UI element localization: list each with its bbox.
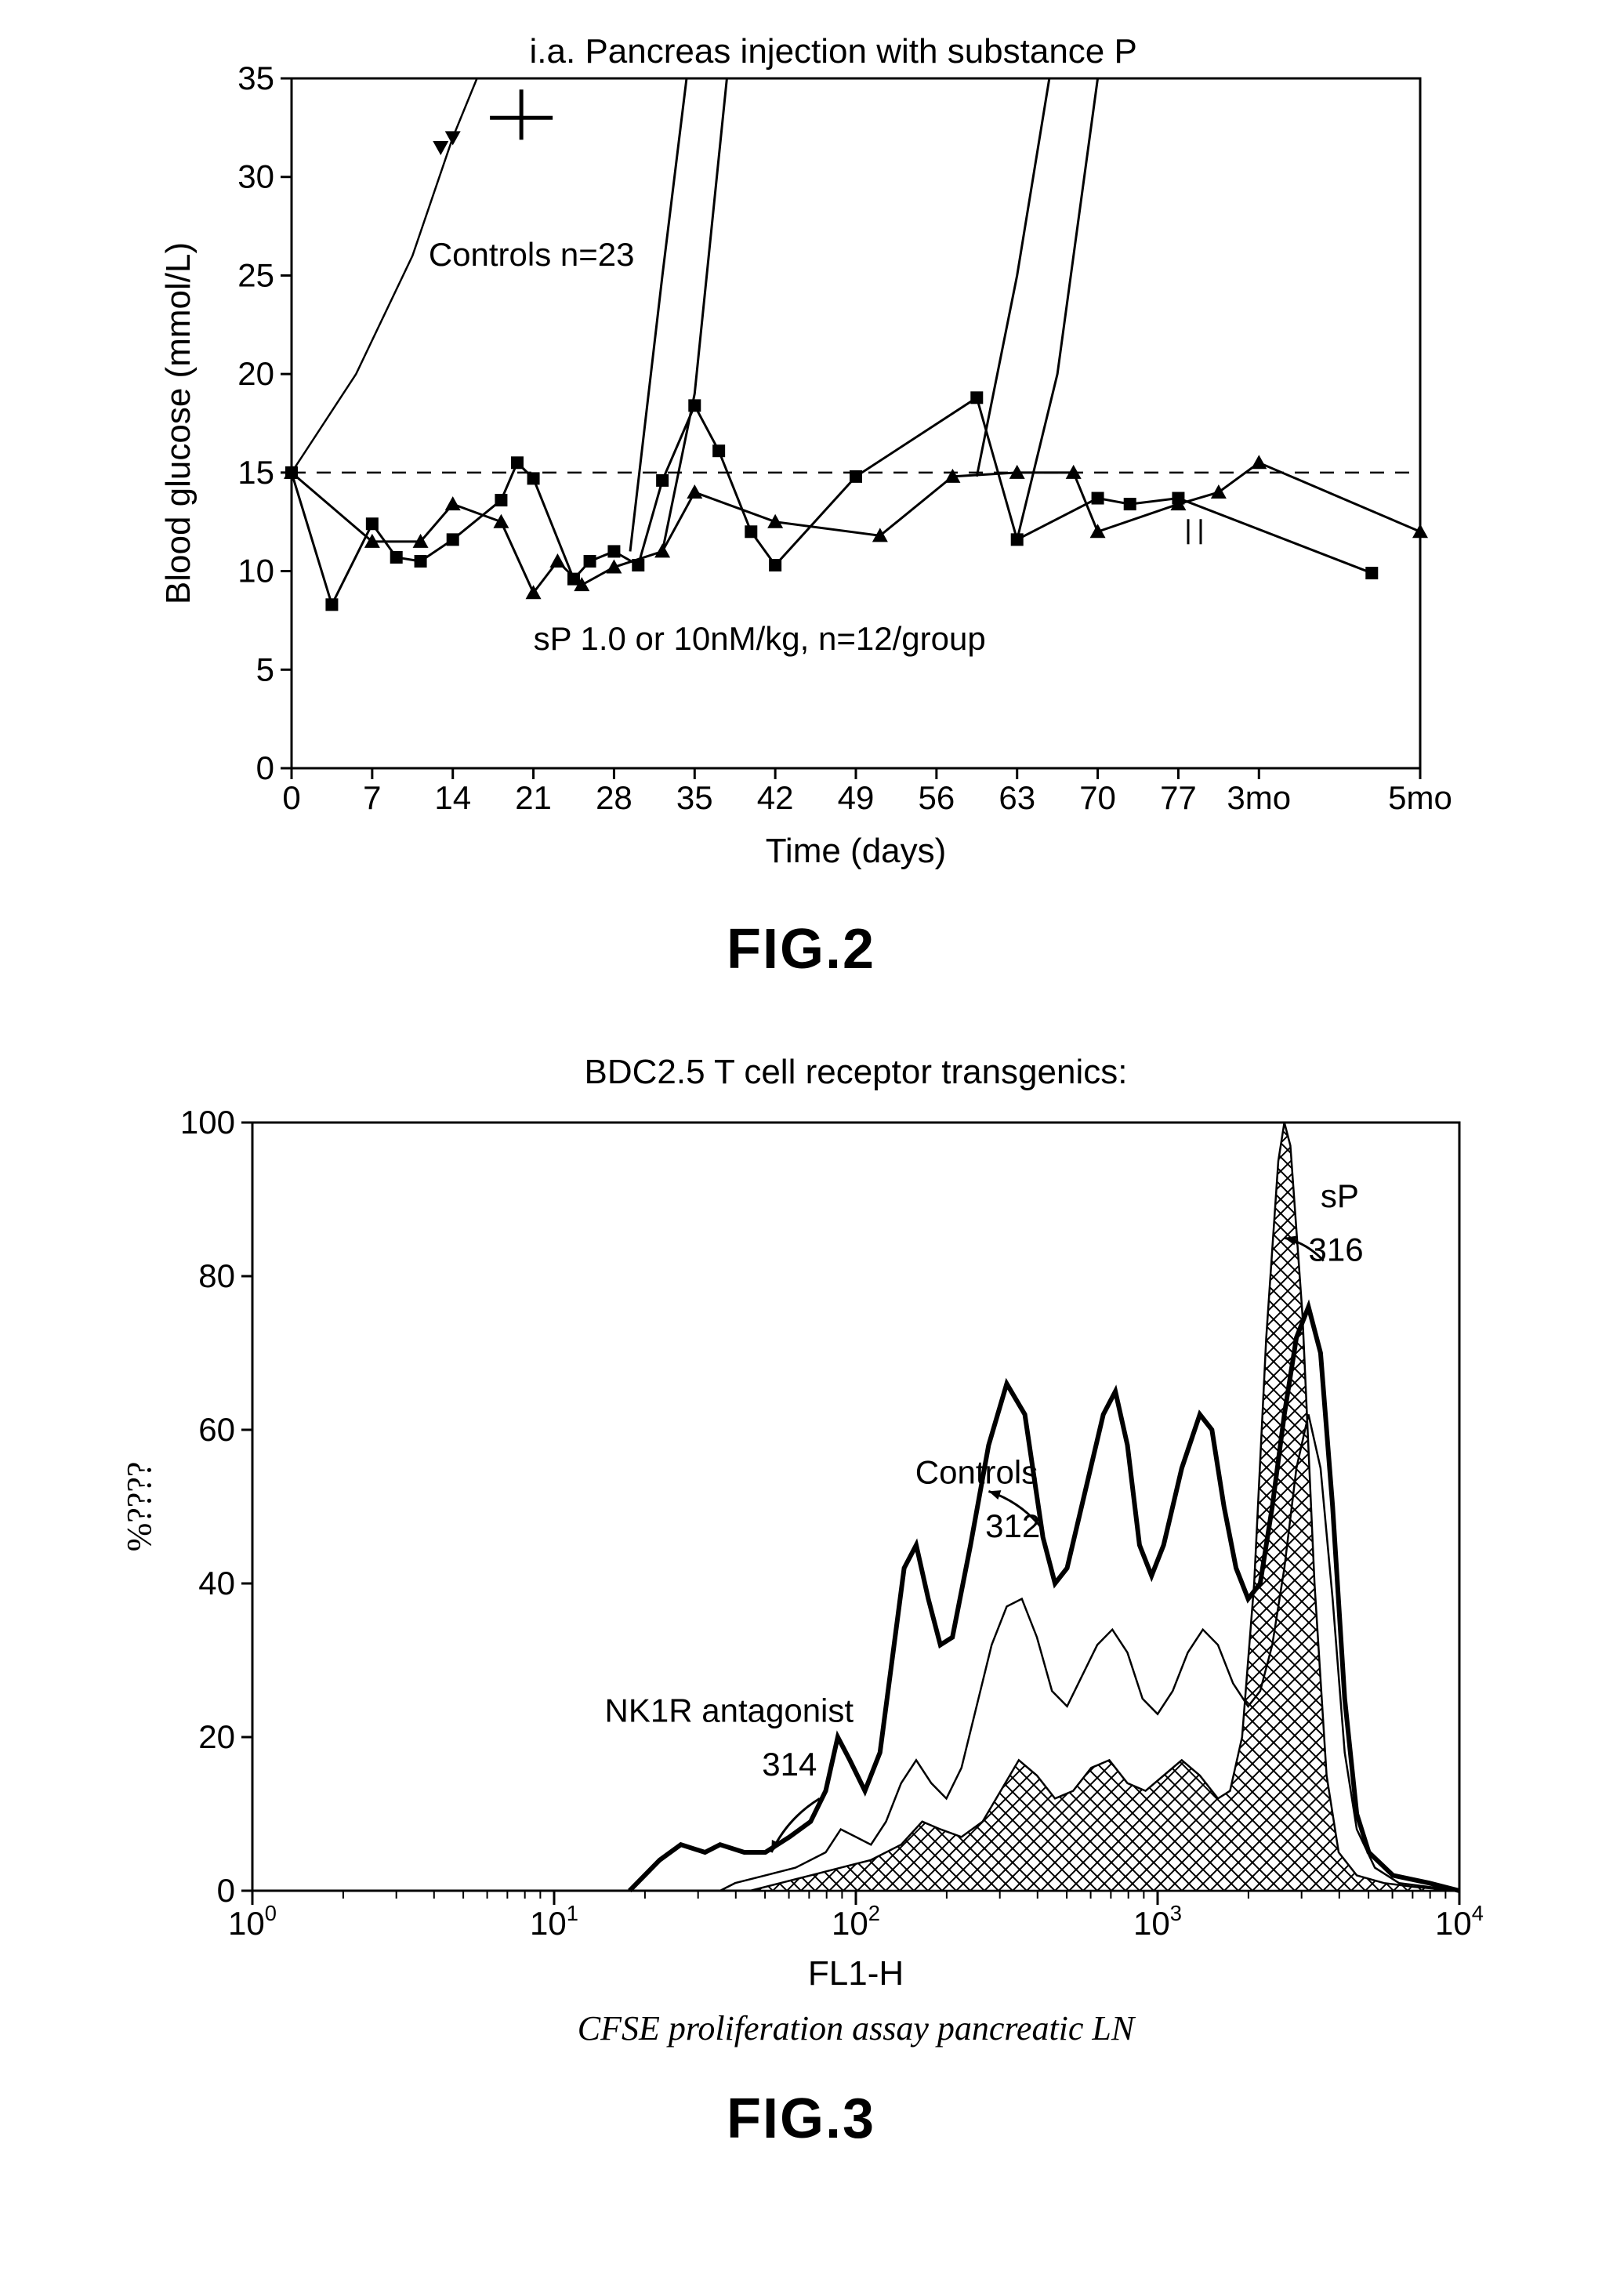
svg-text:80: 80 <box>198 1257 235 1294</box>
svg-text:Time (days): Time (days) <box>766 832 947 870</box>
svg-text:104: 104 <box>1435 1901 1484 1942</box>
svg-text:101: 101 <box>530 1901 578 1942</box>
svg-text:56: 56 <box>918 779 955 816</box>
svg-text:Blood glucose (mmol/L): Blood glucose (mmol/L) <box>159 242 198 604</box>
svg-text:sP: sP <box>1321 1177 1359 1214</box>
svg-text:35: 35 <box>237 60 274 96</box>
svg-text:35: 35 <box>676 779 713 816</box>
svg-text:30: 30 <box>237 158 274 195</box>
svg-text:Controls n=23: Controls n=23 <box>429 236 635 273</box>
svg-text:NK1R antagonist: NK1R antagonist <box>605 1692 854 1728</box>
svg-text:15: 15 <box>237 454 274 491</box>
svg-text:0: 0 <box>256 749 274 786</box>
figure-2: i.a. Pancreas injection with substance P… <box>31 31 1571 981</box>
svg-text:100: 100 <box>228 1901 277 1942</box>
svg-text:5mo: 5mo <box>1388 779 1452 816</box>
svg-text:i.a. Pancreas injection with s: i.a. Pancreas injection with substance P <box>530 32 1137 71</box>
svg-text:20: 20 <box>198 1718 235 1755</box>
svg-text:63: 63 <box>999 779 1035 816</box>
page: i.a. Pancreas injection with substance P… <box>31 31 1571 2151</box>
svg-text:14: 14 <box>434 779 471 816</box>
fig3-label: FIG.3 <box>31 2087 1571 2151</box>
fig3-chart: BDC2.5 T cell receptor transgenics: 0 20 40… <box>96 1044 1506 2063</box>
svg-text:40: 40 <box>198 1565 235 1601</box>
svg-text:49: 49 <box>838 779 875 816</box>
svg-text:60: 60 <box>198 1411 235 1448</box>
svg-text:314: 314 <box>762 1746 817 1783</box>
svg-text:103: 103 <box>1133 1901 1182 1942</box>
svg-text:CFSE proliferation assay pancr: CFSE proliferation assay pancreatic LN <box>578 2009 1136 2048</box>
fig2-chart: i.a. Pancreas injection with substance P… <box>135 31 1467 894</box>
svg-text:7: 7 <box>363 779 381 816</box>
svg-text:%????: %???? <box>120 1462 158 1552</box>
svg-text:312: 312 <box>985 1507 1040 1544</box>
svg-text:10: 10 <box>237 553 274 589</box>
svg-text:3mo: 3mo <box>1227 779 1291 816</box>
svg-text:25: 25 <box>237 256 274 293</box>
svg-text:Controls: Controls <box>915 1454 1038 1491</box>
fig2-label: FIG.2 <box>31 917 1571 981</box>
svg-text:sP 1.0 or 10nM/kg, n=12/group: sP 1.0 or 10nM/kg, n=12/group <box>534 620 986 657</box>
svg-text:77: 77 <box>1160 779 1197 816</box>
svg-text:0: 0 <box>217 1872 235 1909</box>
svg-text:100: 100 <box>180 1104 235 1141</box>
svg-text:28: 28 <box>596 779 632 816</box>
svg-text:20: 20 <box>237 355 274 392</box>
figure-3: BDC2.5 T cell receptor transgenics: 0 20 40… <box>31 1044 1571 2151</box>
svg-text:21: 21 <box>515 779 552 816</box>
svg-text:BDC2.5 T cell receptor transge: BDC2.5 T cell receptor transgenics: <box>585 1053 1128 1091</box>
svg-text:0: 0 <box>282 779 300 816</box>
svg-text:102: 102 <box>832 1901 880 1942</box>
svg-text:5: 5 <box>256 651 274 687</box>
svg-text:316: 316 <box>1309 1231 1364 1268</box>
svg-text:42: 42 <box>757 779 794 816</box>
svg-text:FL1-H: FL1-H <box>808 1954 904 1993</box>
svg-text:70: 70 <box>1079 779 1116 816</box>
